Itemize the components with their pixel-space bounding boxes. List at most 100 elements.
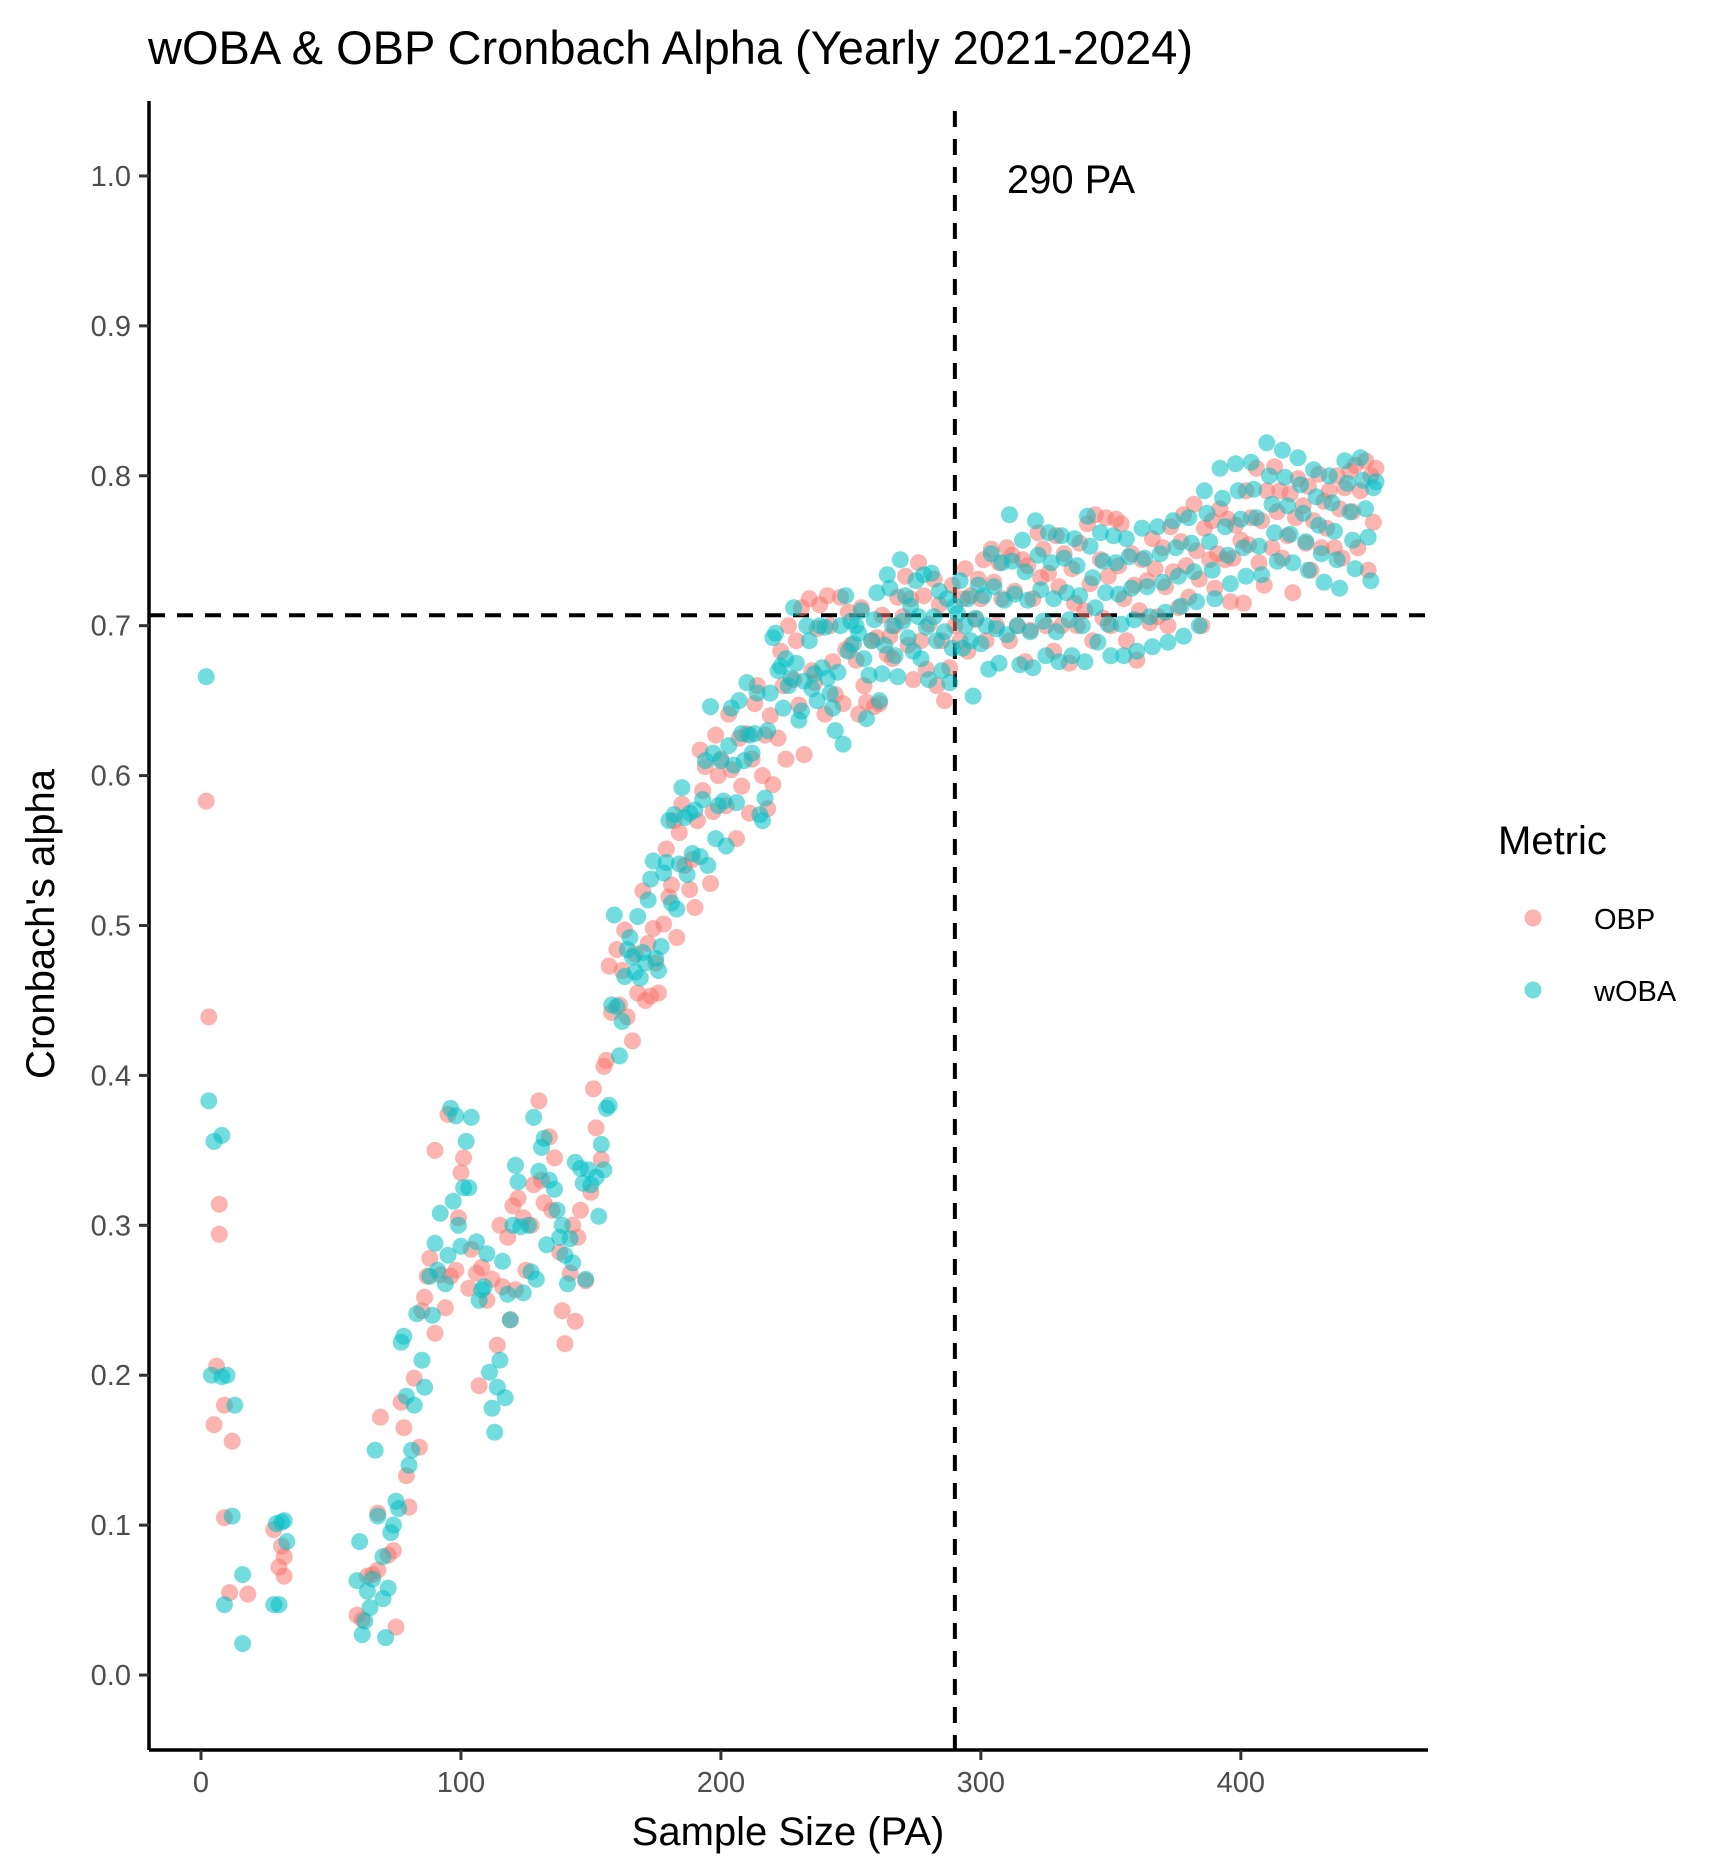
- point-obp-54: [491, 1216, 509, 1234]
- point-woba-214: [881, 579, 899, 597]
- point-woba-362: [1294, 504, 1312, 522]
- point-obp-252: [1117, 632, 1135, 650]
- point-obp-22: [371, 1408, 389, 1426]
- point-woba-213: [878, 566, 896, 584]
- point-woba-95: [564, 1254, 582, 1272]
- point-woba-380: [1351, 449, 1369, 467]
- point-woba-347: [1247, 509, 1265, 527]
- point-woba-57: [457, 1132, 475, 1150]
- point-obp-46: [460, 1279, 478, 1297]
- point-obp-27: [395, 1419, 413, 1437]
- point-obp-14: [275, 1548, 293, 1566]
- point-woba-53: [447, 1107, 465, 1125]
- x-axis-title: Sample Size (PA): [632, 1810, 945, 1854]
- point-woba-85: [535, 1129, 553, 1147]
- y-tick-label-2: 0.2: [91, 1360, 131, 1392]
- point-woba-105: [595, 1161, 613, 1179]
- point-woba-152: [720, 737, 738, 755]
- point-woba-296: [1094, 552, 1112, 570]
- point-woba-376: [1338, 474, 1356, 492]
- y-tick-label-5: 0.5: [91, 911, 131, 943]
- point-woba-316: [1151, 545, 1169, 563]
- point-woba-373: [1328, 551, 1346, 569]
- point-obp-15: [275, 1567, 293, 1585]
- point-woba-155: [728, 794, 745, 812]
- point-woba-288: [1073, 617, 1091, 635]
- point-woba-244: [959, 590, 977, 608]
- point-woba-159: [738, 674, 756, 692]
- point-woba-170: [767, 624, 784, 642]
- point-obp-285: [1221, 593, 1239, 611]
- point-woba-151: [717, 837, 735, 855]
- point-woba-367: [1310, 516, 1328, 534]
- point-woba-268: [1021, 623, 1039, 641]
- point-obp-149: [795, 746, 813, 764]
- point-woba-42: [413, 1351, 431, 1369]
- point-woba-328: [1188, 593, 1206, 611]
- point-woba-312: [1138, 578, 1156, 596]
- point-woba-241: [951, 572, 969, 590]
- point-woba-217: [889, 668, 907, 686]
- point-woba-126: [650, 962, 667, 979]
- point-woba-309: [1128, 642, 1146, 660]
- point-woba-279: [1050, 653, 1068, 671]
- point-woba-249: [972, 635, 990, 653]
- point-woba-191: [821, 684, 839, 702]
- point-woba-313: [1141, 608, 1159, 626]
- point-woba-176: [782, 669, 800, 687]
- point-woba-302: [1110, 585, 1128, 603]
- point-woba-180: [793, 702, 810, 720]
- point-woba-369: [1315, 573, 1333, 591]
- point-woba-189: [816, 618, 834, 636]
- point-obp-146: [787, 632, 805, 650]
- point-woba-25: [366, 1441, 384, 1459]
- point-woba-280: [1053, 527, 1070, 545]
- point-woba-377: [1341, 503, 1359, 521]
- point-woba-111: [611, 1047, 628, 1065]
- point-woba-118: [629, 908, 647, 925]
- point-obp-129: [733, 777, 751, 795]
- point-woba-88: [546, 1180, 563, 1198]
- point-woba-99: [577, 1270, 595, 1288]
- point-woba-371: [1323, 494, 1341, 512]
- point-obp-73: [556, 1335, 574, 1353]
- point-woba-262: [1006, 585, 1024, 603]
- point-obp-184: [904, 671, 922, 689]
- point-woba-366: [1307, 488, 1325, 506]
- point-woba-207: [863, 632, 881, 650]
- point-obp-25: [387, 1618, 405, 1636]
- point-woba-306: [1120, 548, 1138, 566]
- point-woba-21: [356, 1612, 374, 1630]
- point-obp-250: [1112, 515, 1130, 533]
- legend-item-woba: wOBA: [1524, 976, 1677, 1008]
- point-woba-345: [1242, 453, 1260, 471]
- point-woba-374: [1331, 579, 1349, 597]
- point-obp-102: [650, 984, 667, 1002]
- point-woba-263: [1008, 617, 1026, 635]
- point-woba-50: [439, 1246, 457, 1264]
- point-woba-110: [608, 998, 626, 1015]
- point-woba-267: [1019, 591, 1037, 609]
- point-woba-182: [798, 617, 816, 635]
- point-woba-322: [1169, 567, 1187, 585]
- point-woba-256: [990, 654, 1008, 672]
- point-woba-315: [1149, 518, 1167, 536]
- point-obp-45: [455, 1149, 473, 1167]
- legend-title: Metric: [1498, 819, 1607, 863]
- point-obp-187: [915, 587, 933, 605]
- point-woba-34: [390, 1500, 408, 1518]
- point-woba-383: [1359, 528, 1377, 546]
- point-woba-291: [1081, 537, 1099, 555]
- point-woba-112: [613, 1012, 631, 1030]
- legend-swatch-obp: [1524, 909, 1542, 927]
- point-woba-28: [374, 1548, 392, 1566]
- point-woba-45: [423, 1306, 441, 1324]
- point-obp-85: [598, 1051, 615, 1069]
- y-tick-label-7: 0.7: [91, 611, 131, 643]
- point-woba-67: [486, 1423, 504, 1441]
- point-woba-183: [800, 632, 818, 650]
- point-woba-193: [826, 722, 844, 740]
- point-woba-358: [1281, 525, 1299, 543]
- point-woba-73: [501, 1311, 519, 1329]
- point-obp-78: [572, 1201, 589, 1219]
